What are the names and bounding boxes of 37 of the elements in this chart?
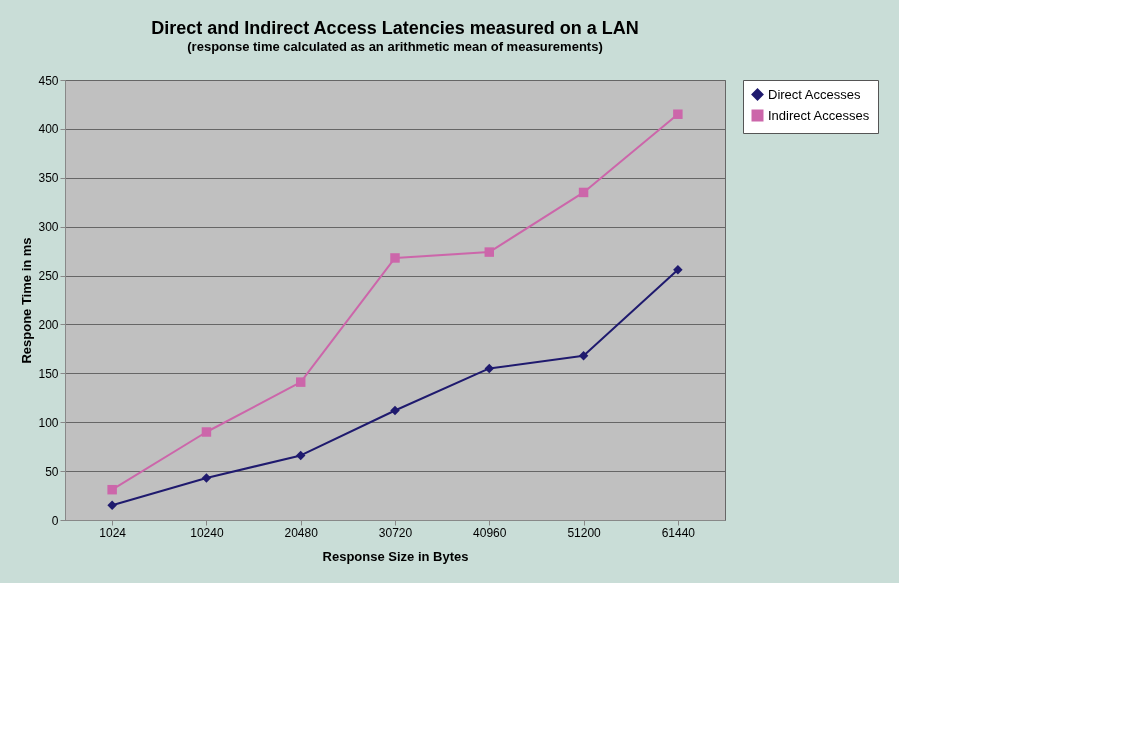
point	[201, 473, 212, 483]
y-axis-title: Respone Time in ms	[19, 237, 35, 364]
legend-label: Direct Accesses	[768, 86, 861, 102]
y-tick-label: 350	[38, 171, 59, 186]
x-tick-label: 20480	[284, 525, 319, 540]
x-axis-title: Response Size in Bytes	[322, 548, 469, 564]
point	[107, 484, 117, 495]
y-tick-label: 450	[38, 73, 59, 88]
y-tick-label: 250	[38, 269, 59, 284]
y-tick-label: 150	[38, 366, 59, 381]
x-tick-label: 30720	[378, 525, 413, 540]
x-tick-label: 61440	[661, 525, 696, 540]
x-tick-label: 10240	[190, 525, 224, 540]
point	[673, 109, 683, 119]
point	[673, 264, 683, 275]
point	[390, 253, 400, 263]
point	[484, 363, 495, 374]
x-tick-label: 40960	[473, 525, 507, 540]
point	[484, 247, 495, 257]
point	[107, 500, 117, 511]
y-tick-label: 100	[38, 415, 59, 430]
chart-subtitle: (response time calculated as an arithmetic mean of measurements)	[187, 39, 603, 54]
point	[295, 450, 306, 461]
y-tick-label: 400	[38, 122, 59, 137]
point	[578, 350, 589, 361]
y-tick-label: 200	[38, 317, 59, 332]
x-tick-label: 1024	[99, 525, 127, 540]
point	[201, 427, 212, 437]
chart-title: Direct and Indirect Access Latencies measured on a LAN	[151, 18, 639, 38]
point	[578, 187, 589, 198]
point	[295, 377, 306, 387]
y-tick-label: 50	[45, 464, 59, 479]
point	[390, 405, 400, 416]
y-tick-label: 300	[38, 220, 59, 235]
x-tick-label: 51200	[567, 525, 602, 540]
legend-label: Indirect Accesses	[768, 107, 870, 123]
y-tick-label: 0	[51, 513, 59, 528]
